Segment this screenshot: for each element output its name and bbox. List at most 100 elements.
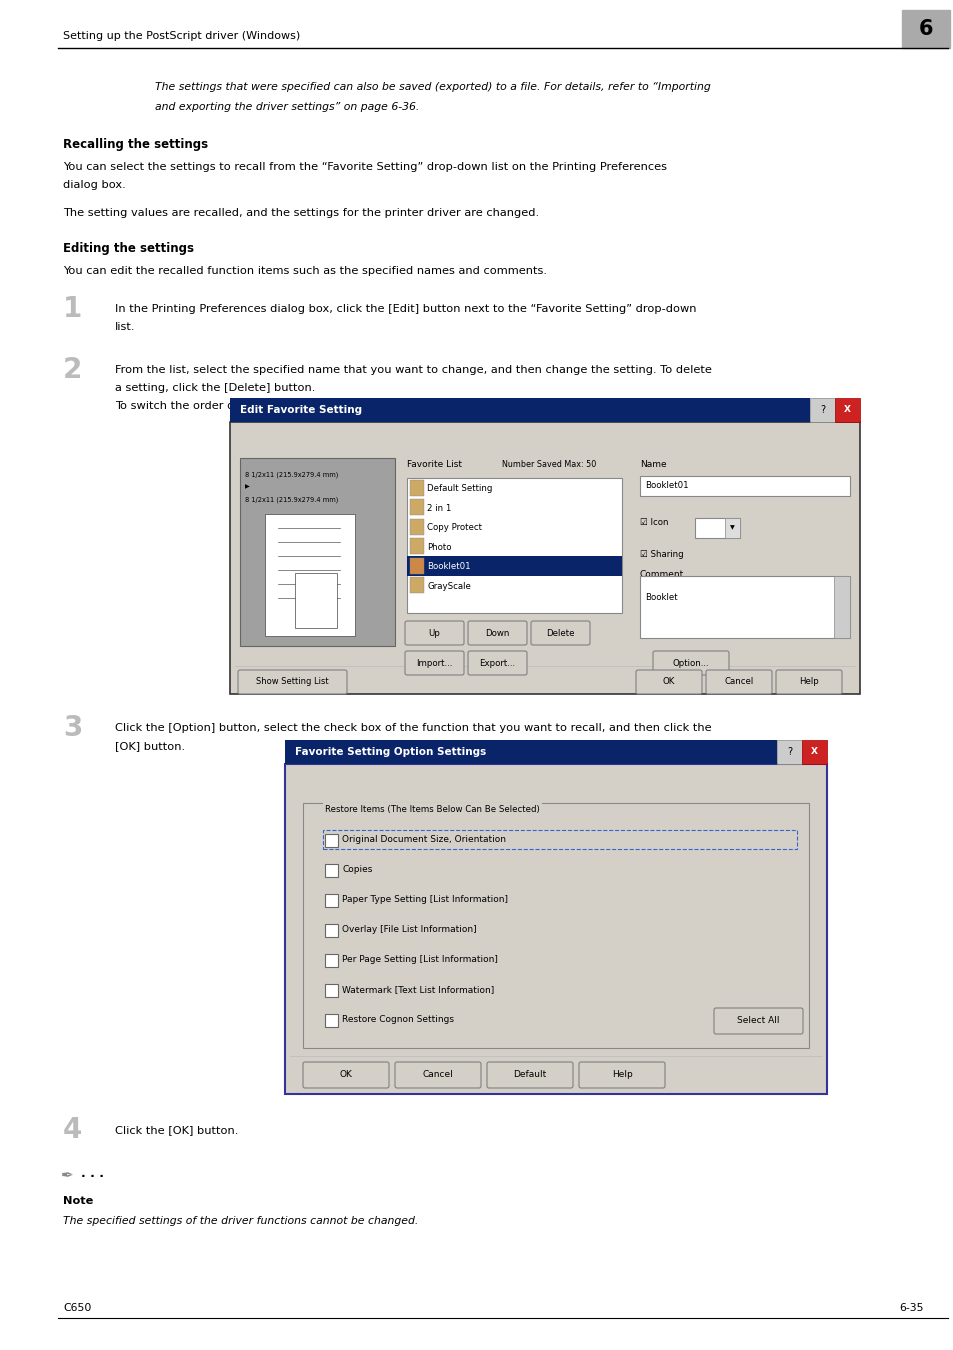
Bar (724, 518, 740, 539)
Text: ☑ Sharing: ☑ Sharing (639, 549, 683, 559)
Text: Name: Name (639, 460, 666, 468)
Text: Export...: Export... (479, 659, 515, 667)
Bar (285, 740, 776, 764)
Bar (410, 576, 423, 593)
FancyBboxPatch shape (395, 1062, 480, 1088)
Bar (410, 558, 423, 574)
FancyBboxPatch shape (775, 670, 841, 694)
Text: Help: Help (799, 678, 818, 687)
FancyBboxPatch shape (578, 1062, 664, 1088)
Text: Show Setting List: Show Setting List (256, 678, 329, 687)
Bar (325, 984, 337, 998)
Text: The settings that were specified can also be saved (exported) to a file. For det: The settings that were specified can als… (154, 82, 710, 92)
FancyBboxPatch shape (713, 1008, 802, 1034)
Text: Recalling the settings: Recalling the settings (63, 138, 208, 151)
Text: Overlay [File List Information]: Overlay [File List Information] (341, 926, 476, 934)
Text: Copies: Copies (341, 865, 372, 875)
Bar (410, 539, 423, 553)
Text: Booklet: Booklet (644, 593, 677, 602)
Bar (407, 478, 621, 613)
Text: Option...: Option... (672, 659, 709, 667)
Text: 2: 2 (63, 356, 82, 383)
Text: Comment: Comment (639, 570, 683, 579)
FancyBboxPatch shape (652, 651, 728, 675)
Bar (285, 764, 826, 1094)
Bar (240, 458, 395, 647)
Text: X: X (810, 748, 817, 756)
Bar (265, 514, 355, 636)
FancyBboxPatch shape (303, 1062, 389, 1088)
Text: From the list, select the specified name that you want to change, and then chang: From the list, select the specified name… (115, 364, 711, 375)
FancyBboxPatch shape (468, 621, 526, 645)
Text: 6: 6 (918, 19, 932, 39)
Text: Note: Note (63, 1196, 93, 1206)
Text: ?: ? (786, 747, 791, 757)
Bar (294, 572, 336, 628)
Bar (325, 834, 337, 846)
Text: Booklet01: Booklet01 (427, 562, 470, 571)
Text: GrayScale: GrayScale (427, 582, 471, 591)
Bar (410, 518, 423, 535)
Text: Editing the settings: Editing the settings (63, 242, 193, 255)
Text: Click the [Option] button, select the check box of the function that you want to: Click the [Option] button, select the ch… (115, 724, 711, 733)
Text: 8 1/2x11 (215.9x279.4 mm): 8 1/2x11 (215.9x279.4 mm) (245, 472, 338, 478)
Bar (639, 576, 849, 639)
FancyBboxPatch shape (486, 1062, 573, 1088)
Bar (809, 398, 834, 423)
Text: Select All: Select All (737, 1017, 779, 1026)
Text: ?: ? (819, 405, 824, 414)
Text: Setting up the PostScript driver (Windows): Setting up the PostScript driver (Window… (63, 31, 300, 40)
Text: OK: OK (339, 1071, 352, 1080)
Bar (325, 1014, 337, 1027)
Bar (323, 830, 796, 849)
Text: Cancel: Cancel (422, 1071, 453, 1080)
Text: ▼: ▼ (729, 525, 734, 531)
Text: 6-35: 6-35 (899, 1303, 923, 1314)
Text: Per Page Setting [List Information]: Per Page Setting [List Information] (341, 956, 497, 964)
Bar (901, 9, 949, 49)
Text: Watermark [Text List Information]: Watermark [Text List Information] (341, 986, 494, 995)
Bar (801, 740, 826, 764)
Bar (410, 500, 423, 514)
Text: The setting values are recalled, and the settings for the printer driver are cha: The setting values are recalled, and the… (63, 208, 538, 217)
Text: Restore Items (The Items Below Can Be Selected): Restore Items (The Items Below Can Be Se… (325, 805, 539, 814)
Bar (230, 398, 809, 423)
Text: You can edit the recalled function items such as the specified names and comment: You can edit the recalled function items… (63, 266, 546, 275)
Bar (303, 803, 808, 1048)
Text: Favorite Setting Option Settings: Favorite Setting Option Settings (294, 747, 486, 757)
Text: ✒: ✒ (61, 1168, 73, 1183)
Text: To switch the order displayed, click the [Up] button or the [Down] button.: To switch the order displayed, click the… (115, 401, 534, 410)
Bar (407, 556, 621, 575)
Text: list.: list. (115, 323, 135, 332)
FancyBboxPatch shape (468, 651, 526, 675)
Bar (410, 479, 423, 495)
FancyBboxPatch shape (405, 651, 463, 675)
Text: OK: OK (662, 678, 675, 687)
Text: Number Saved Max: 50: Number Saved Max: 50 (501, 460, 596, 468)
Text: Photo: Photo (427, 543, 451, 552)
FancyBboxPatch shape (531, 621, 589, 645)
Text: 4: 4 (63, 1116, 82, 1143)
Text: Favorite List: Favorite List (407, 460, 461, 468)
Text: Paper Type Setting [List Information]: Paper Type Setting [List Information] (341, 895, 507, 905)
Text: ▶: ▶ (245, 485, 250, 489)
Text: 3: 3 (63, 714, 82, 743)
Bar (695, 518, 740, 539)
Bar (325, 894, 337, 907)
Bar (325, 923, 337, 937)
Text: a setting, click the [Delete] button.: a setting, click the [Delete] button. (115, 383, 315, 393)
FancyBboxPatch shape (636, 670, 701, 694)
FancyBboxPatch shape (405, 621, 463, 645)
Text: Booklet01: Booklet01 (644, 482, 688, 490)
Bar (834, 398, 859, 423)
Text: Original Document Size, Orientation: Original Document Size, Orientation (341, 836, 505, 845)
Text: Edit Favorite Setting: Edit Favorite Setting (240, 405, 362, 414)
FancyBboxPatch shape (237, 670, 347, 694)
Text: 8 1/2x11 (215.9x279.4 mm): 8 1/2x11 (215.9x279.4 mm) (245, 495, 338, 502)
Text: ☑ Icon: ☑ Icon (639, 518, 668, 526)
Bar (325, 864, 337, 878)
Text: Default: Default (513, 1071, 546, 1080)
Text: Down: Down (485, 629, 509, 637)
Text: Copy Protect: Copy Protect (427, 524, 481, 532)
Text: Delete: Delete (546, 629, 574, 637)
